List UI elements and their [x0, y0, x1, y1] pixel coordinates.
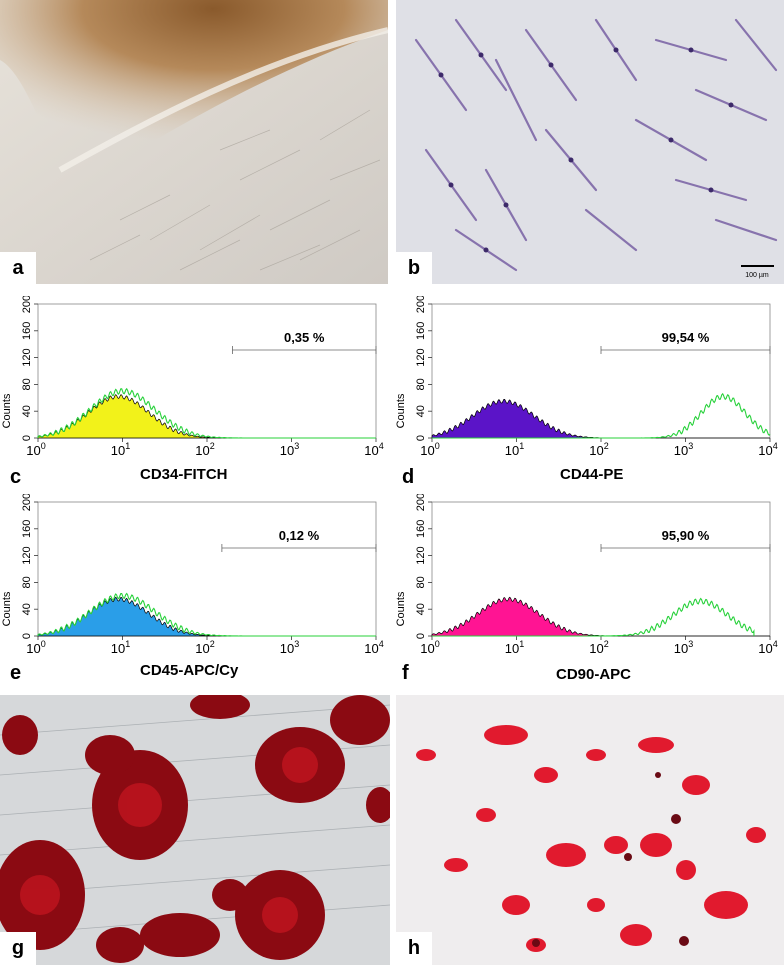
fibroblast-photo-graphic: 100 µm [396, 0, 784, 284]
isotype-histogram [37, 596, 376, 637]
y-axis-label: Counts [395, 393, 407, 428]
panel-letter-d: d [402, 466, 415, 488]
x-tick-label: 101 [505, 639, 524, 656]
isotype-histogram [431, 399, 770, 439]
x-tick-label: 100 [420, 639, 439, 656]
y-tick-label: 160 [21, 520, 33, 538]
y-tick-label: 200 [21, 296, 33, 313]
y-tick-label: 0 [21, 435, 33, 441]
y-tick-label: 80 [21, 576, 33, 588]
x-tick-label: 101 [111, 639, 130, 656]
y-tick-label: 0 [21, 633, 33, 639]
x-tick-label: 100 [26, 441, 45, 458]
stained-fibroblast-photo: 100 µm [396, 0, 784, 284]
y-tick-label: 40 [415, 603, 427, 615]
x-tick-label: 103 [280, 441, 299, 458]
panel-label-g: g [0, 932, 36, 965]
scale-bar-label: 100 µm [745, 272, 769, 279]
x-tick-label: 104 [758, 441, 777, 458]
y-tick-label: 80 [415, 378, 427, 390]
y-tick-label: 40 [21, 405, 33, 417]
x-tick-label: 101 [111, 441, 130, 458]
y-tick-label: 120 [21, 348, 33, 366]
osteogenic-photo-graphic [0, 695, 390, 965]
x-tick-label: 101 [505, 441, 524, 458]
sample-histogram [432, 392, 771, 439]
sample-histogram [432, 597, 755, 637]
gate-percentage-label: 99,54 % [662, 330, 710, 345]
panel-letter-e: e [10, 662, 22, 684]
x-tick-label: 103 [280, 639, 299, 656]
y-tick-label: 160 [21, 322, 33, 340]
y-tick-label: 80 [21, 378, 33, 390]
panel-label-h: h [396, 932, 432, 965]
histogram-title-cd44: CD44-PE [560, 466, 624, 483]
x-tick-label: 100 [26, 639, 45, 656]
y-tick-label: 120 [415, 348, 427, 366]
histogram-title-cd34: CD34-FITCH [140, 466, 228, 483]
sample-histogram [37, 387, 376, 439]
isotype-histogram [37, 394, 376, 439]
oil-red-adipogenic-photo [396, 695, 784, 965]
histogram-cd90: 0 40 80 120 160 200 Counts 100 101 102 103 104 95,90… [395, 494, 778, 656]
x-tick-label: 100 [420, 441, 439, 458]
y-tick-label: 40 [415, 405, 427, 417]
y-axis-label: Counts [1, 393, 13, 428]
x-tick-label: 102 [589, 441, 608, 458]
histogram-title-cd45: CD45-APC/Cy [140, 662, 239, 679]
y-tick-label: 0 [415, 435, 427, 441]
y-tick-label: 120 [415, 546, 427, 564]
histogram-title-cd90: CD90-APC [556, 666, 632, 683]
explant-photo-graphic [0, 0, 388, 284]
y-tick-label: 0 [415, 633, 427, 639]
x-tick-label: 104 [758, 639, 777, 656]
x-tick-label: 102 [195, 441, 214, 458]
alizarin-red-osteogenic-photo [0, 695, 390, 965]
y-tick-label: 160 [415, 322, 427, 340]
histogram-cd45: 0 40 80 120 160 200 Counts 100 101 102 103 104 0,12 … [1, 494, 384, 656]
panel-letter-c: c [10, 466, 22, 488]
x-tick-label: 104 [364, 441, 383, 458]
y-tick-label: 200 [21, 494, 33, 511]
y-tick-label: 160 [415, 520, 427, 538]
y-tick-label: 200 [415, 296, 427, 313]
panel-label-b: b [396, 252, 432, 284]
gate-percentage-label: 0,35 % [284, 330, 325, 345]
histogram-cd44: 0 40 80 120 160 200 Counts 100 101 102 103 104 99,54… [395, 296, 778, 458]
y-axis-label: Counts [1, 591, 13, 626]
y-tick-label: 40 [21, 603, 33, 615]
gate-percentage-label: 95,90 % [662, 528, 710, 543]
x-tick-label: 104 [364, 639, 383, 656]
y-tick-label: 120 [21, 546, 33, 564]
gate-percentage-label: 0,12 % [279, 528, 320, 543]
isotype-histogram [431, 596, 770, 637]
x-tick-label: 102 [589, 639, 608, 656]
panel-label-a: a [0, 252, 36, 284]
adipogenic-photo-graphic [396, 695, 784, 965]
sample-histogram [37, 592, 376, 637]
x-tick-label: 102 [195, 639, 214, 656]
panel-letter-f: f [402, 662, 409, 684]
y-tick-label: 200 [415, 494, 427, 511]
y-axis-label: Counts [395, 591, 407, 626]
explant-cell-outgrowth-photo [0, 0, 388, 284]
x-tick-label: 103 [674, 441, 693, 458]
y-tick-label: 80 [415, 576, 427, 588]
histogram-cd34: 0 40 80 120 160 200 Counts 100 101 102 103 104 0,35 … [1, 296, 384, 458]
x-tick-label: 103 [674, 639, 693, 656]
